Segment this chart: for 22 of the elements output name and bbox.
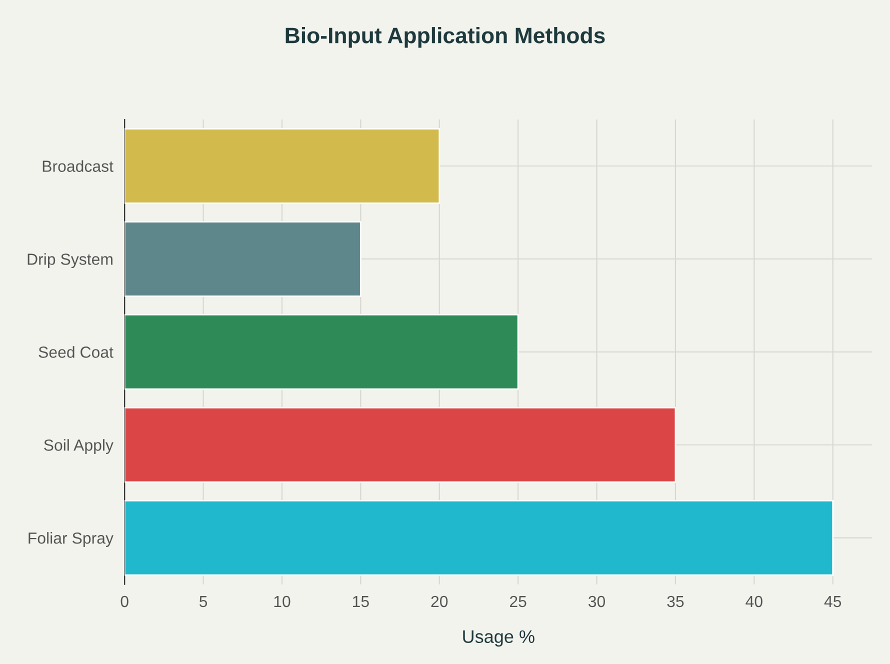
x-tick-label: 10 <box>274 596 290 608</box>
x-tick-label: 45 <box>824 596 842 608</box>
x-tick-label: 35 <box>667 596 684 608</box>
x-tick-label: 20 <box>431 596 448 608</box>
chart-title: Bio-Input Application Methods <box>286 27 605 48</box>
y-tick-label: Seed Coat <box>38 346 114 358</box>
bar <box>124 500 834 576</box>
y-tick-label: Drip System <box>28 253 112 268</box>
bar <box>124 221 362 297</box>
y-tick-label: Soil Apply <box>44 439 114 454</box>
x-tick-label: 25 <box>510 596 526 608</box>
x-tick-label: 15 <box>353 596 369 608</box>
bar <box>124 407 676 483</box>
y-tick-label: Broadcast <box>42 160 114 172</box>
bar <box>124 314 519 390</box>
x-axis-title: Usage % <box>463 630 534 647</box>
x-tick-label: 5 <box>199 596 208 608</box>
x-tick-label: 30 <box>588 596 606 608</box>
x-tick-label: 0 <box>120 596 128 608</box>
y-tick-label: Foliar Spray <box>28 532 114 547</box>
x-tick-label: 40 <box>746 596 762 608</box>
bar <box>124 128 440 204</box>
